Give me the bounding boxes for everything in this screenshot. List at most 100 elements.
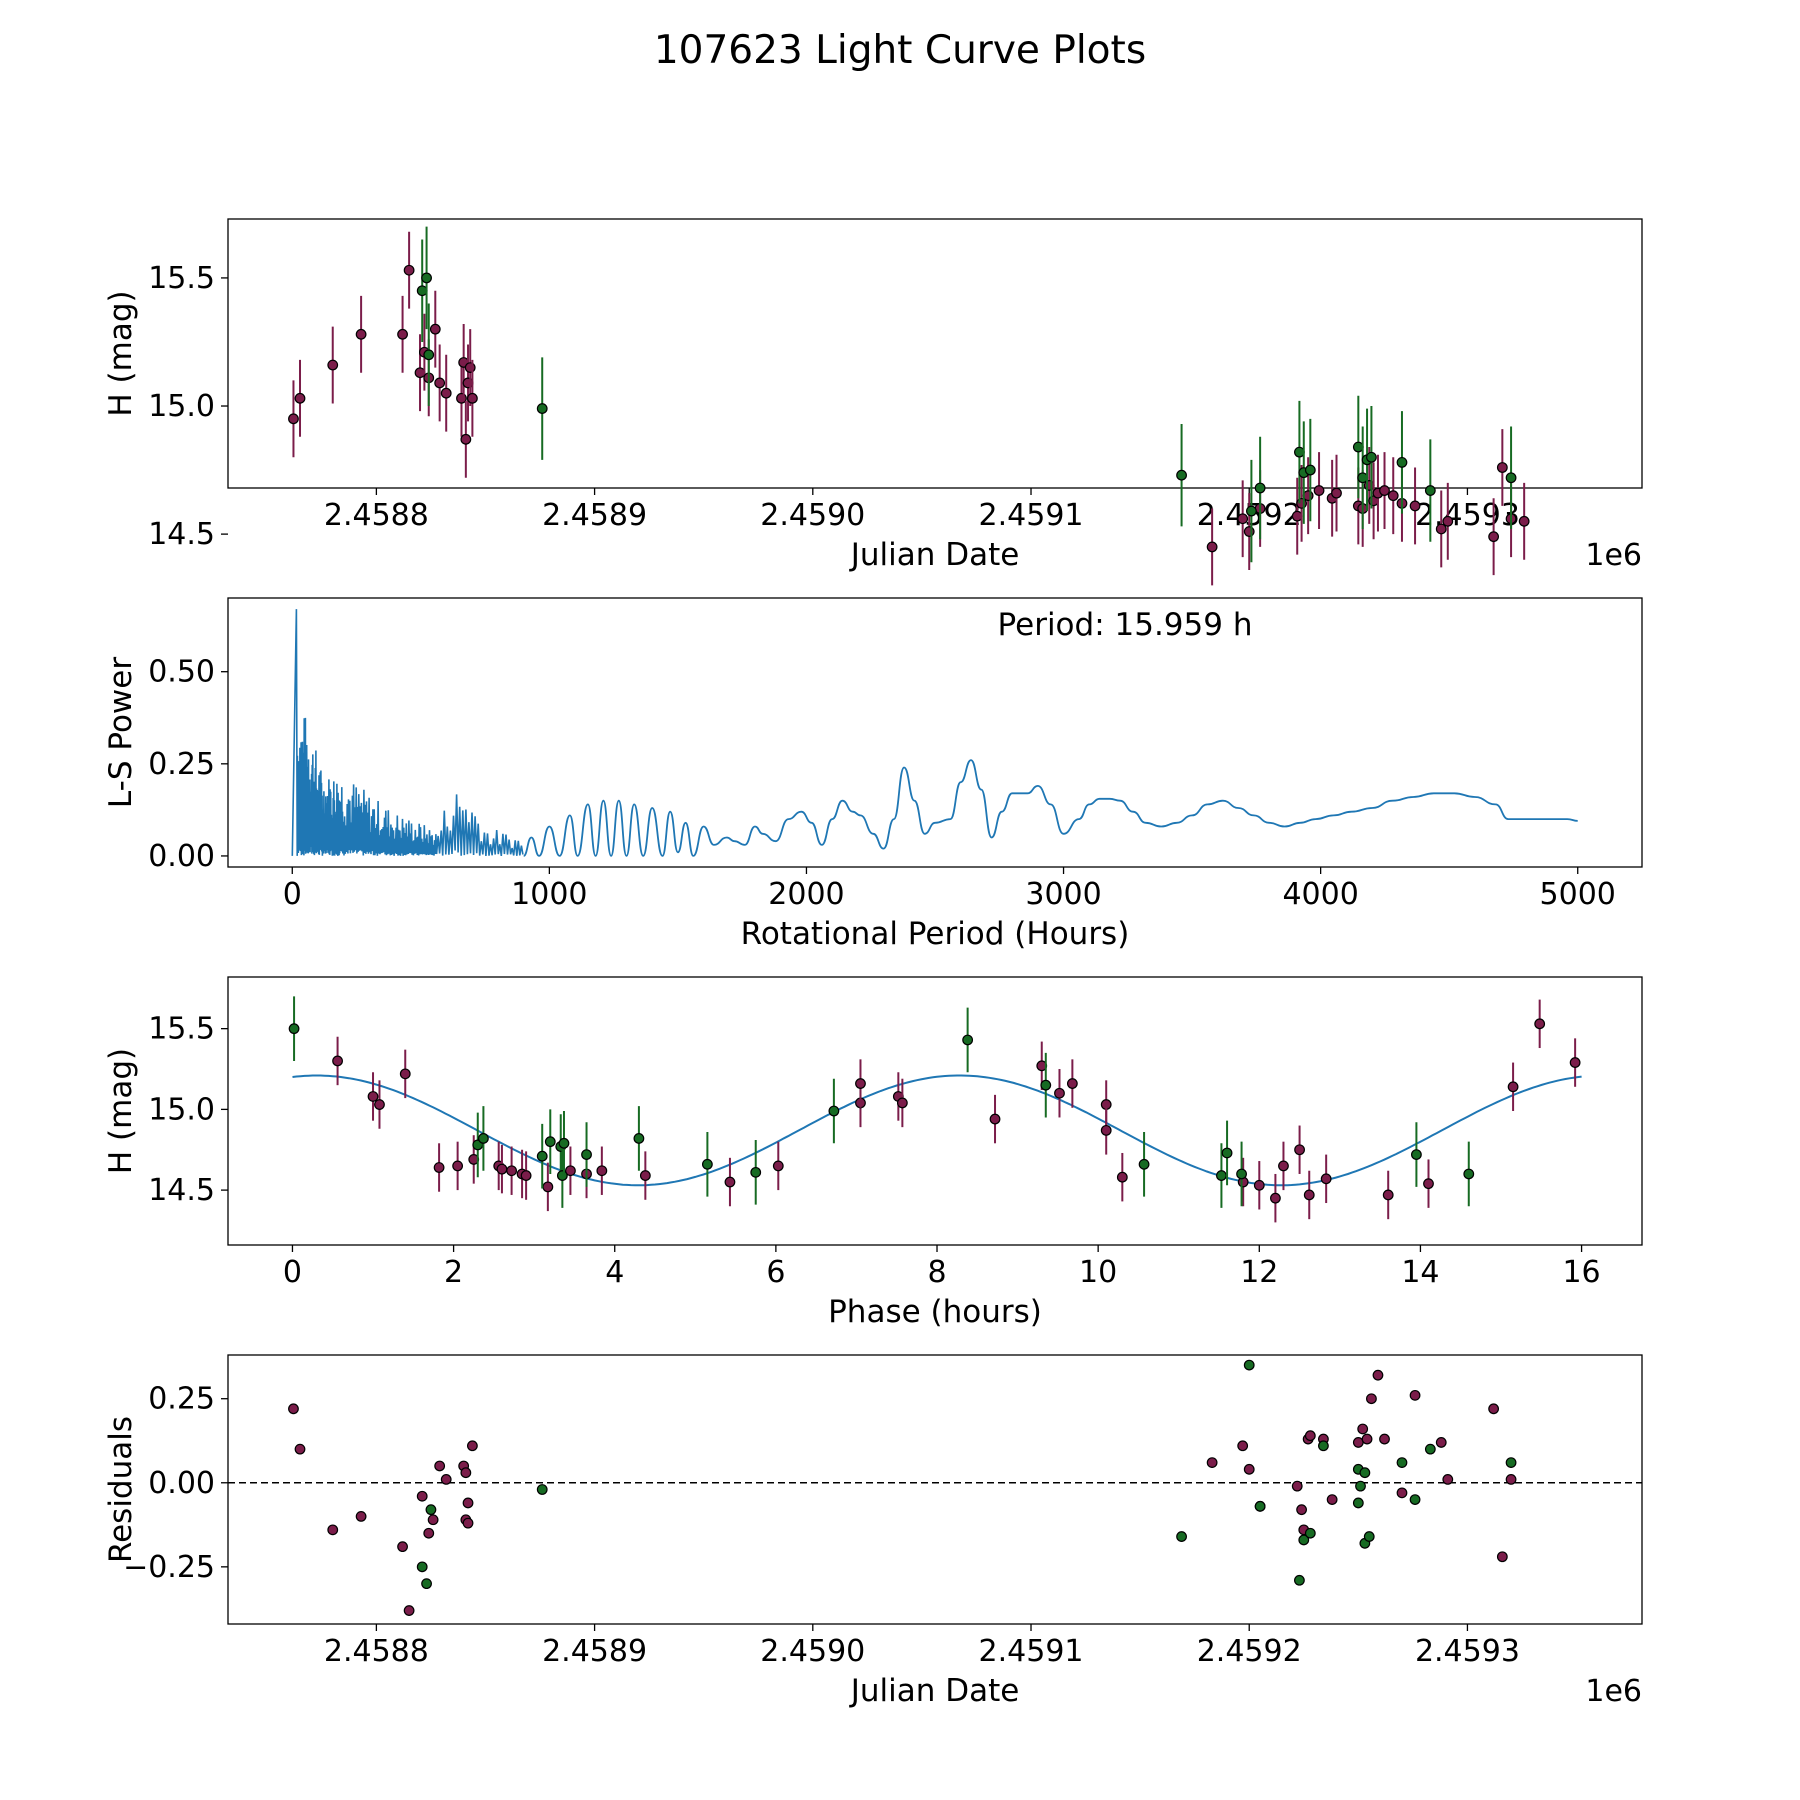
data-point xyxy=(433,1162,445,1173)
data-point xyxy=(294,1443,306,1455)
data-point xyxy=(1355,1480,1366,1492)
data-point xyxy=(536,1484,548,1495)
data-point xyxy=(1359,1467,1371,1479)
data-point xyxy=(1302,490,1314,502)
data-point xyxy=(1237,1440,1249,1452)
data-point xyxy=(1298,1534,1310,1546)
data-point xyxy=(434,377,446,389)
y-axis-label: H (mag) xyxy=(103,1048,139,1174)
data-point xyxy=(556,1170,568,1181)
data-point xyxy=(1396,1457,1408,1468)
data-point xyxy=(416,1490,428,1502)
data-point xyxy=(416,285,428,297)
data-point xyxy=(724,1176,736,1188)
x-tick-label: 0 xyxy=(283,877,302,912)
y-tick-label: 0.00 xyxy=(148,839,215,874)
y-tick-label: 0.25 xyxy=(148,747,215,782)
panel-phase-folded: 0 2 4 6 8 10 12 14 16 14.5 15.0 15.5 Phase (hours) H … xyxy=(103,976,1643,1330)
data-point xyxy=(1352,1497,1364,1509)
data-point xyxy=(1488,1403,1500,1415)
data-point xyxy=(1270,1192,1281,1204)
data-point xyxy=(1363,1531,1375,1542)
data-point xyxy=(1496,1551,1508,1563)
data-point xyxy=(403,1605,415,1616)
data-point xyxy=(1216,1170,1227,1181)
data-point xyxy=(1409,500,1421,512)
data-point xyxy=(397,1541,408,1553)
data-point xyxy=(542,1181,554,1193)
periodogram-dense xyxy=(291,609,524,857)
model-curve xyxy=(292,1074,1582,1187)
data-point xyxy=(288,1403,299,1415)
data-point xyxy=(397,328,408,340)
axes-frame xyxy=(227,597,1643,868)
data-point xyxy=(1040,1079,1052,1091)
data-point xyxy=(1294,1144,1305,1156)
x-axis-label: Phase (hours) xyxy=(828,1294,1042,1330)
data-point xyxy=(1303,1189,1315,1201)
panel-periodogram: 0 1000 2000 3000 4000 5000 0.00 0.25 0.50 Rotatio… xyxy=(103,597,1643,952)
x-tick-label: 10 xyxy=(1079,1255,1117,1290)
data-point xyxy=(506,1165,518,1177)
data-point xyxy=(536,1150,548,1162)
series-green xyxy=(416,1359,1517,1590)
data-point xyxy=(633,1133,645,1144)
data-point xyxy=(1435,1437,1447,1448)
data-point xyxy=(962,1034,974,1046)
x-axis-label: Julian Date xyxy=(849,1673,1020,1709)
data-point xyxy=(1442,1474,1454,1485)
data-point xyxy=(1326,1494,1338,1505)
data-point xyxy=(1246,505,1257,517)
x-tick-label: 6 xyxy=(766,1255,785,1290)
x-offset-label: 1e6 xyxy=(1585,538,1642,573)
period-annotation: Period: 15.959 h xyxy=(998,607,1253,643)
data-point xyxy=(1294,1574,1305,1586)
data-point xyxy=(565,1165,576,1177)
data-point xyxy=(1411,1149,1422,1160)
periodogram-line xyxy=(523,759,1578,857)
y-tick-label: −0.25 xyxy=(123,1550,215,1585)
data-point xyxy=(421,272,432,284)
data-point xyxy=(355,1510,367,1522)
data-point xyxy=(403,264,415,276)
data-point xyxy=(1409,1389,1421,1401)
data-point xyxy=(1423,1178,1434,1190)
data-point xyxy=(1278,1160,1289,1172)
data-point xyxy=(1442,515,1454,527)
data-point xyxy=(1505,1457,1517,1468)
data-point xyxy=(462,1517,474,1529)
x-axis-label: Rotational Period (Hours) xyxy=(741,916,1130,952)
data-point xyxy=(423,349,435,361)
data-point xyxy=(288,413,299,425)
x-tick-label: 2000 xyxy=(768,877,844,912)
y-tick-label: 15.0 xyxy=(148,1092,215,1127)
data-point xyxy=(1505,472,1517,484)
data-point xyxy=(1221,1147,1233,1159)
data-point xyxy=(1463,1168,1475,1180)
x-tick-label: 4 xyxy=(605,1255,624,1290)
data-point xyxy=(1116,1171,1128,1183)
data-point xyxy=(1435,523,1447,535)
data-point xyxy=(1361,1433,1373,1445)
x-axis-label: Julian Date xyxy=(849,537,1020,573)
x-tick-label: 4000 xyxy=(1282,877,1358,912)
x-tick-label: 0 xyxy=(283,1255,302,1290)
data-point xyxy=(701,1158,713,1170)
y-tick-label: 15.5 xyxy=(148,1012,215,1047)
data-point xyxy=(440,387,452,399)
data-point xyxy=(466,392,478,404)
data-point xyxy=(1243,1359,1255,1371)
data-point xyxy=(1304,1430,1316,1442)
data-point xyxy=(1357,1423,1369,1435)
data-point xyxy=(288,1023,300,1035)
x-offset-label: 1e6 xyxy=(1585,1674,1642,1709)
data-point xyxy=(466,1440,478,1452)
data-point xyxy=(1296,1504,1307,1516)
data-point xyxy=(1534,1018,1546,1030)
x-tick-label: 2.4593 xyxy=(1415,1634,1520,1669)
data-point xyxy=(1409,1494,1421,1505)
data-point xyxy=(1366,451,1377,463)
data-point xyxy=(294,392,306,404)
data-point xyxy=(456,392,467,404)
figure-title: 107623 Light Curve Plots xyxy=(653,28,1147,73)
